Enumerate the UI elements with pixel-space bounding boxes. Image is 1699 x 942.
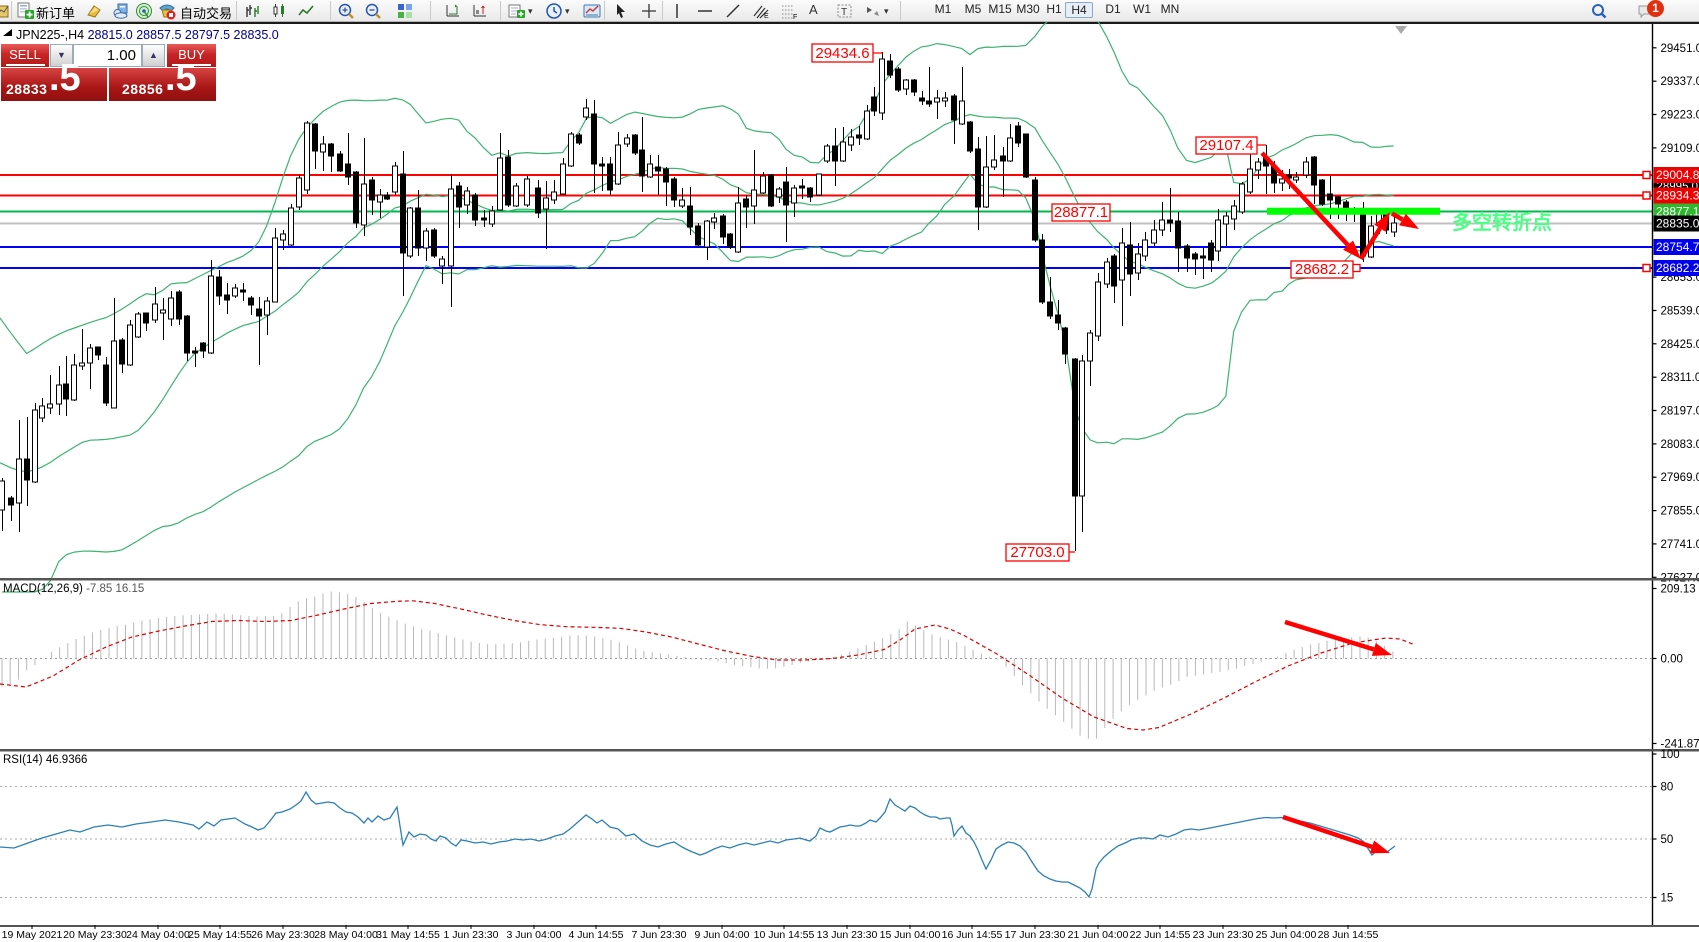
- svg-text:1 Jun 23:30: 1 Jun 23:30: [444, 929, 499, 941]
- svg-text:25 Jun 04:00: 25 Jun 04:00: [1256, 929, 1317, 941]
- svg-text:10 Jun 14:55: 10 Jun 14:55: [754, 929, 815, 941]
- svg-text:4 Jun 14:55: 4 Jun 14:55: [569, 929, 624, 941]
- svg-text:28425.0: 28425.0: [1661, 339, 1699, 351]
- svg-text:29451.0: 29451.0: [1661, 43, 1699, 55]
- svg-text:27741.0: 27741.0: [1661, 539, 1699, 551]
- svg-text:209.13: 209.13: [1661, 584, 1696, 596]
- svg-text:28 Jun 14:55: 28 Jun 14:55: [1318, 929, 1379, 941]
- svg-text:27855.0: 27855.0: [1661, 506, 1699, 518]
- svg-text:28311.0: 28311.0: [1661, 372, 1699, 384]
- svg-text:28 May 04:00: 28 May 04:00: [314, 929, 378, 941]
- svg-text:28083.0: 28083.0: [1661, 439, 1699, 451]
- svg-text:25 May 14:55: 25 May 14:55: [188, 929, 252, 941]
- svg-text:MACD(12,26,9) -7.85 16.15: MACD(12,26,9) -7.85 16.15: [3, 583, 144, 595]
- svg-text:15: 15: [1661, 893, 1674, 905]
- svg-text:50: 50: [1661, 834, 1674, 846]
- svg-text:31 May 14:55: 31 May 14:55: [376, 929, 440, 941]
- svg-text:28682.2: 28682.2: [1295, 261, 1349, 278]
- svg-text:28754.7: 28754.7: [1656, 240, 1699, 254]
- svg-text:7 Jun 23:30: 7 Jun 23:30: [632, 929, 687, 941]
- svg-text:19 May 2021: 19 May 2021: [2, 929, 63, 941]
- svg-text:29223.0: 29223.0: [1661, 110, 1699, 122]
- svg-text:27703.0: 27703.0: [1010, 544, 1064, 561]
- svg-text:24 May 04:00: 24 May 04:00: [126, 929, 190, 941]
- svg-text:E: E: [764, 13, 769, 20]
- svg-text:多空转折点: 多空转折点: [1452, 210, 1552, 234]
- svg-text:80: 80: [1661, 782, 1674, 794]
- svg-text:29004.8: 29004.8: [1656, 168, 1699, 182]
- svg-text:28682.2: 28682.2: [1656, 261, 1699, 275]
- svg-text:17 Jun 23:30: 17 Jun 23:30: [1005, 929, 1066, 941]
- svg-text:26 May 23:30: 26 May 23:30: [251, 929, 315, 941]
- svg-text:13 Jun 23:30: 13 Jun 23:30: [817, 929, 878, 941]
- svg-text:28934.3: 28934.3: [1656, 189, 1699, 203]
- svg-text:21 Jun 04:00: 21 Jun 04:00: [1068, 929, 1129, 941]
- svg-text:15 Jun 04:00: 15 Jun 04:00: [880, 929, 941, 941]
- svg-text:28877.1: 28877.1: [1054, 204, 1108, 221]
- svg-text:28539.0: 28539.0: [1661, 306, 1699, 318]
- svg-text:-241.87: -241.87: [1661, 739, 1699, 751]
- svg-text:JPN225-,H4 28815.0 28857.5 28: JPN225-,H4 28815.0 28857.5 28797.5 28835…: [16, 28, 279, 42]
- svg-text:29434.6: 29434.6: [815, 45, 869, 62]
- svg-text:100: 100: [1661, 749, 1680, 761]
- svg-text:0.00: 0.00: [1661, 654, 1683, 666]
- svg-text:28835.0: 28835.0: [1656, 217, 1699, 231]
- svg-text:29109.0: 29109.0: [1661, 143, 1699, 155]
- svg-text:28197.0: 28197.0: [1661, 406, 1699, 418]
- svg-text:28877.1: 28877.1: [1656, 205, 1699, 219]
- svg-text:F: F: [793, 14, 797, 20]
- svg-text:3 Jun 04:00: 3 Jun 04:00: [507, 929, 562, 941]
- svg-text:29337.0: 29337.0: [1661, 76, 1699, 88]
- svg-text:9 Jun 04:00: 9 Jun 04:00: [695, 929, 750, 941]
- svg-text:23 Jun 23:30: 23 Jun 23:30: [1193, 929, 1254, 941]
- svg-text:20 May 23:30: 20 May 23:30: [63, 929, 127, 941]
- svg-text:16 Jun 14:55: 16 Jun 14:55: [942, 929, 1003, 941]
- svg-text:22 Jun 14:55: 22 Jun 14:55: [1130, 929, 1191, 941]
- svg-text:27969.0: 27969.0: [1661, 472, 1699, 484]
- svg-text:RSI(14) 46.9366: RSI(14) 46.9366: [3, 754, 87, 766]
- svg-text:29107.4: 29107.4: [1199, 137, 1253, 154]
- svg-text:T: T: [841, 7, 847, 18]
